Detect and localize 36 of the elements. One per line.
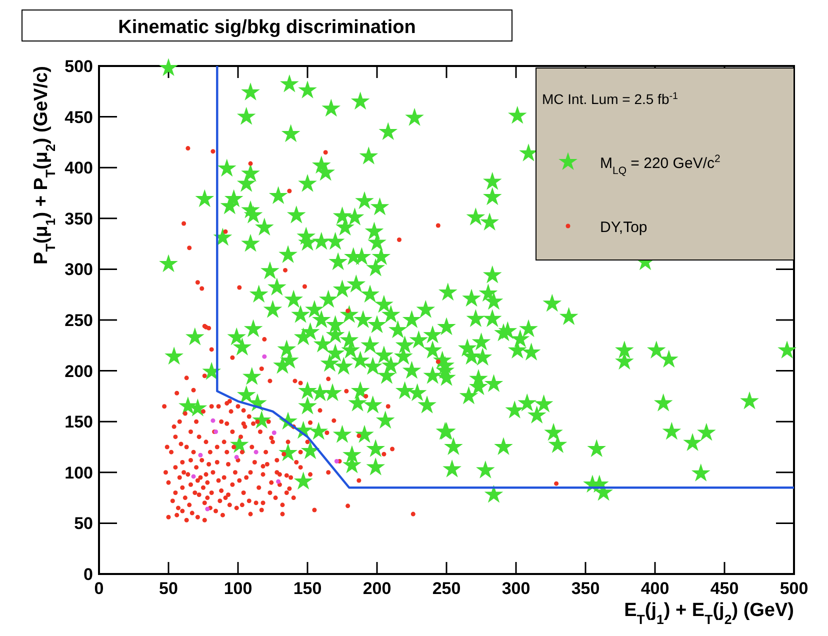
y-tick-label: 300: [64, 260, 93, 280]
x-tick-label: 150: [293, 579, 322, 598]
y-tick-label: 200: [64, 362, 93, 381]
y-tick-label: 350: [64, 209, 93, 228]
legend-title: MC Int. Lum = 2.5 fb$^{-1}$: [542, 90, 678, 107]
x-tick-label: 300: [502, 579, 530, 598]
x-tick-label: 400: [640, 579, 670, 598]
x-tick-label: 250: [432, 579, 461, 598]
legend-label: DY,Top: [600, 219, 648, 236]
point: [210, 418, 216, 423]
point: [191, 474, 196, 479]
y-tick-label: 400: [64, 158, 93, 178]
y-tick-label: 50: [74, 514, 93, 534]
text: E$_{T}$(j$_{1}$) + E$_{T}$(j$_{2}$) (GeV): [624, 600, 794, 626]
point: [254, 450, 258, 454]
legend-label: M$_{LQ}$ = 220 GeV/c$^{2}$: [600, 153, 720, 177]
point: [205, 506, 210, 512]
point: [334, 458, 339, 464]
x-tick-label: 100: [224, 579, 252, 598]
y-tick-label: 150: [64, 412, 93, 432]
x-tick-label: 200: [362, 579, 392, 598]
x-tick-label: 450: [710, 579, 739, 598]
point: [276, 479, 281, 484]
y-tick-label: 100: [64, 463, 93, 482]
x-tick-label: 350: [571, 579, 600, 598]
y-tick-label: 0: [84, 565, 93, 584]
x-tick-label: 50: [159, 579, 178, 598]
y-tick-label: 500: [64, 57, 93, 76]
x-tick-label: 500: [780, 579, 808, 598]
y-tick-label: 450: [64, 108, 93, 127]
chart-title: Kinematic sig/bkg discrimination: [118, 17, 416, 38]
point: [198, 452, 203, 458]
y-tick-label: 250: [64, 311, 93, 330]
point: [272, 430, 276, 436]
point: [234, 454, 239, 460]
point: [262, 354, 267, 359]
